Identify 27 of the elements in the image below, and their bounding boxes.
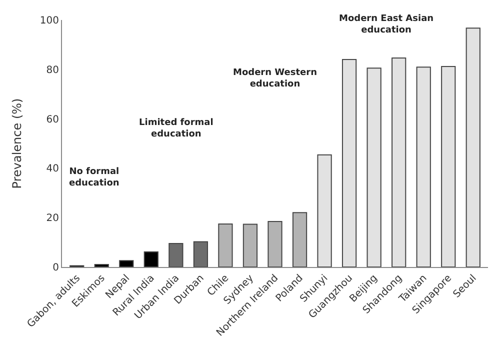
bar	[392, 58, 406, 267]
bar	[218, 224, 233, 267]
y-axis-title: Prevalence (%)	[10, 98, 24, 189]
y-tick-label: 0	[52, 262, 59, 274]
bar	[119, 260, 134, 267]
bar	[466, 28, 480, 267]
bar	[416, 66, 431, 267]
annotation: No formal education	[69, 167, 120, 189]
bar	[193, 241, 208, 267]
y-tick-label: 80	[46, 64, 59, 76]
bar	[94, 264, 109, 267]
bar	[342, 59, 357, 267]
bar	[242, 224, 258, 267]
bar	[317, 154, 332, 267]
y-tick-label: 100	[40, 16, 59, 26]
bar	[366, 68, 382, 267]
bar	[292, 212, 308, 267]
annotation: Modern East Asian education	[339, 14, 434, 36]
bar	[144, 251, 158, 267]
annotation: Modern Western education	[233, 68, 317, 90]
y-tick-label: 20	[46, 213, 59, 224]
bar	[441, 66, 456, 267]
y-tick-label: 60	[46, 114, 59, 126]
bar	[268, 221, 282, 267]
annotation: Limited formal education	[139, 118, 214, 140]
bar	[168, 243, 184, 267]
y-tick-label: 40	[46, 164, 59, 175]
